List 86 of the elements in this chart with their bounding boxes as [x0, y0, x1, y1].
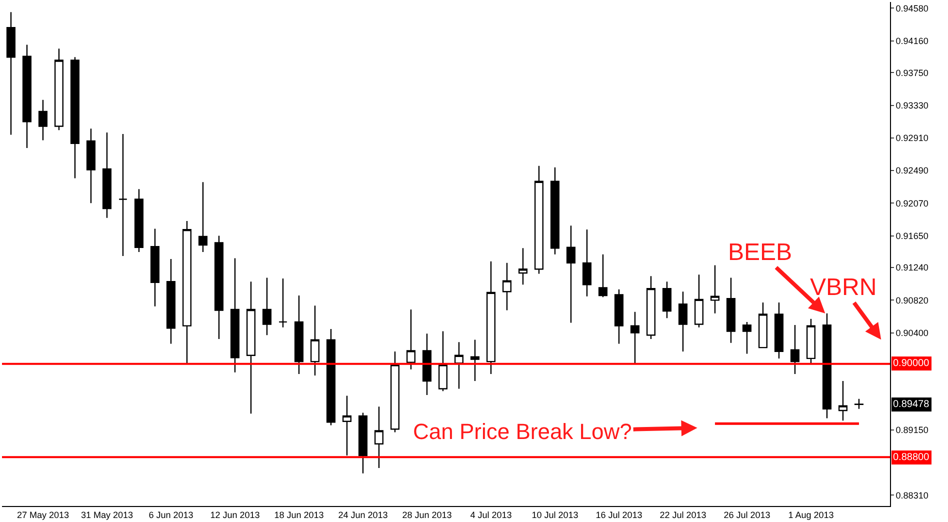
candlestick — [214, 235, 224, 340]
candlestick — [54, 48, 64, 131]
y-tick-label: 0.94580 — [896, 3, 928, 14]
annotation: Can Price Break Low? — [413, 419, 632, 444]
y-tick-label: 0.90820 — [896, 295, 928, 306]
candlestick — [198, 182, 208, 253]
candlestick — [102, 132, 112, 218]
x-tick-label: 1 Aug 2013 — [788, 510, 834, 520]
candlestick — [70, 56, 80, 179]
x-tick-label: 31 May 2013 — [80, 510, 133, 520]
candlestick — [422, 333, 432, 396]
ref-line-label: 0.90000 — [893, 358, 930, 369]
x-tick-label: 16 Jul 2013 — [596, 510, 642, 520]
x-tick-label: 10 Jul 2013 — [532, 510, 578, 520]
candlestick — [854, 398, 864, 410]
y-tick-label: 0.91650 — [896, 230, 928, 241]
candlestick — [6, 12, 16, 136]
candlestick — [358, 412, 368, 474]
candlestick — [710, 264, 720, 314]
candlestick — [406, 308, 416, 370]
candlestick — [630, 311, 640, 364]
candlestick — [822, 312, 832, 419]
candlestick — [310, 305, 320, 376]
x-tick-label: 24 Jun 2013 — [338, 510, 388, 520]
y-tick-label: 0.93330 — [896, 100, 928, 110]
candlestick — [134, 188, 144, 253]
x-tick-label: 27 May 2013 — [16, 510, 69, 520]
candlestick — [694, 274, 704, 328]
candlestick — [38, 99, 48, 141]
x-tick-label: 26 Jul 2013 — [724, 510, 770, 520]
candlestick — [22, 44, 32, 149]
candlestick — [502, 262, 512, 311]
candlestick — [278, 278, 288, 328]
candlestick — [374, 406, 384, 469]
candlestick — [454, 342, 464, 390]
candlestick — [390, 350, 400, 433]
x-tick-label: 6 Jun 2013 — [148, 510, 194, 520]
candlestick — [326, 328, 336, 426]
candlestick — [342, 395, 352, 456]
candlestick — [742, 321, 752, 354]
y-tick-label: 0.88310 — [896, 490, 928, 500]
candlestick — [166, 258, 176, 344]
candlestick — [182, 220, 192, 364]
x-tick-label: 28 Jun 2013 — [402, 510, 452, 520]
candlestick — [838, 380, 848, 422]
x-tick-label: 18 Jun 2013 — [274, 510, 324, 520]
x-tick-label: 22 Jul 2013 — [660, 510, 706, 520]
candlestick — [86, 128, 96, 204]
candlestick — [550, 166, 560, 255]
candlestick — [806, 318, 816, 364]
candlestick — [150, 228, 160, 308]
candlestick — [774, 302, 784, 360]
candlestick — [470, 339, 480, 382]
candlestick — [566, 225, 576, 324]
candlestick — [486, 260, 496, 375]
y-tick-label: 0.92070 — [896, 198, 928, 208]
candlestick — [246, 280, 256, 414]
x-tick-label: 4 Jul 2013 — [470, 510, 512, 520]
candlestick — [726, 277, 736, 344]
annotation: VBRN — [810, 274, 877, 301]
candlestick — [678, 291, 688, 352]
candlestick — [262, 277, 272, 336]
y-tick-label: 0.92490 — [896, 166, 928, 176]
candlestick — [790, 324, 800, 375]
candlestick — [598, 254, 608, 298]
y-tick-label: 0.91240 — [896, 262, 928, 273]
annotation: BEEB — [728, 239, 792, 266]
y-tick-label: 0.93750 — [896, 68, 928, 78]
candlestick — [518, 248, 528, 286]
candlestick — [614, 288, 624, 344]
candlestick — [534, 165, 544, 274]
text: 0.89478 — [893, 399, 930, 410]
y-tick-label: 0.90400 — [896, 328, 928, 338]
ref-line-label: 0.88800 — [893, 452, 930, 463]
candlestick — [646, 276, 656, 340]
candlestick — [118, 133, 128, 257]
y-tick-label: 0.94160 — [896, 36, 928, 46]
candlestick — [230, 258, 240, 374]
x-tick-label: 12 Jun 2013 — [210, 510, 260, 520]
y-tick-label: 0.92910 — [896, 133, 928, 144]
candlestick — [294, 294, 304, 375]
candlestick — [582, 228, 592, 297]
candlestick — [758, 302, 768, 348]
candlestick — [438, 330, 448, 392]
y-tick-label: 0.89150 — [896, 425, 928, 436]
candlestick — [662, 280, 672, 319]
